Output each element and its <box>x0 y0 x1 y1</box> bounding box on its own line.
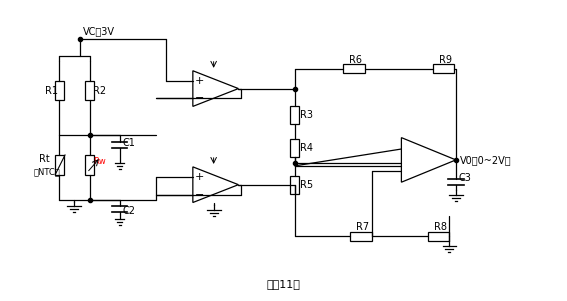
Text: R4: R4 <box>300 143 313 153</box>
Text: >: > <box>403 144 411 154</box>
Text: C3: C3 <box>459 173 472 183</box>
Text: 图（11）: 图（11） <box>266 279 300 289</box>
Text: R7: R7 <box>356 222 370 232</box>
Bar <box>54 155 64 175</box>
Text: −: − <box>195 94 204 104</box>
Text: −: − <box>195 190 204 200</box>
Text: R5: R5 <box>300 180 313 190</box>
Text: R2: R2 <box>93 85 106 95</box>
Text: Rt: Rt <box>39 154 50 164</box>
Bar <box>54 81 64 101</box>
Text: V0（0~2V）: V0（0~2V） <box>460 155 511 165</box>
Text: C2: C2 <box>122 206 136 216</box>
Text: R3: R3 <box>300 110 313 120</box>
Text: +: + <box>195 76 204 86</box>
Text: VC：3V: VC：3V <box>83 26 115 36</box>
Text: R1: R1 <box>45 85 58 95</box>
Bar <box>290 176 299 194</box>
Bar <box>344 64 365 73</box>
Bar <box>350 232 372 241</box>
Bar <box>290 107 299 124</box>
Text: C1: C1 <box>122 138 136 148</box>
Text: R6: R6 <box>349 55 362 65</box>
Bar <box>433 64 454 73</box>
Bar <box>86 155 94 175</box>
Text: +: + <box>195 172 204 182</box>
Bar <box>290 139 299 157</box>
Bar <box>86 81 94 101</box>
Bar <box>428 232 450 241</box>
Text: R9: R9 <box>438 55 451 65</box>
Text: （NTC）: （NTC） <box>33 167 60 176</box>
Text: R8: R8 <box>434 222 447 232</box>
Text: Rw: Rw <box>93 157 105 166</box>
